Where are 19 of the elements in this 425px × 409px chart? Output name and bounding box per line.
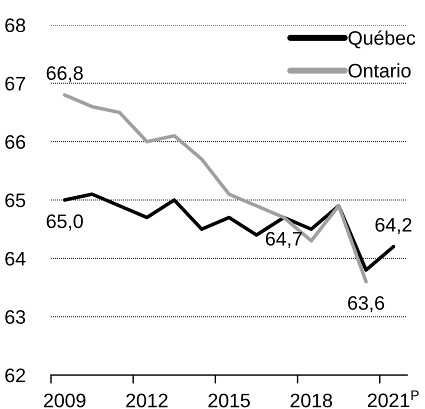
y-tick-label: 62	[5, 368, 26, 382]
x-tick-label: 2021$^{P}$	[368, 390, 419, 408]
data-label: 65,0	[46, 214, 83, 230]
y-tick-label: 66	[5, 135, 26, 149]
x-tick-label: 2012	[126, 394, 168, 408]
y-tick-label: 67	[5, 76, 26, 91]
y-tick-label: 64	[5, 252, 26, 266]
x-tick-label: 2015	[208, 394, 250, 408]
data-label: 63,6	[348, 296, 384, 312]
data-label: 64,2	[376, 218, 412, 234]
x-tick-label: 2009	[44, 394, 86, 408]
y-tick-label: 63	[5, 310, 26, 324]
x-tick-label: 2018	[290, 394, 332, 408]
data-label: 66,8	[46, 66, 83, 82]
y-tick-label: 65	[5, 193, 26, 208]
legend-label: Québec	[348, 30, 416, 48]
data-label: 64,7	[266, 232, 302, 248]
legend-label: Ontario	[348, 63, 411, 78]
y-tick-label: 68	[5, 18, 26, 32]
